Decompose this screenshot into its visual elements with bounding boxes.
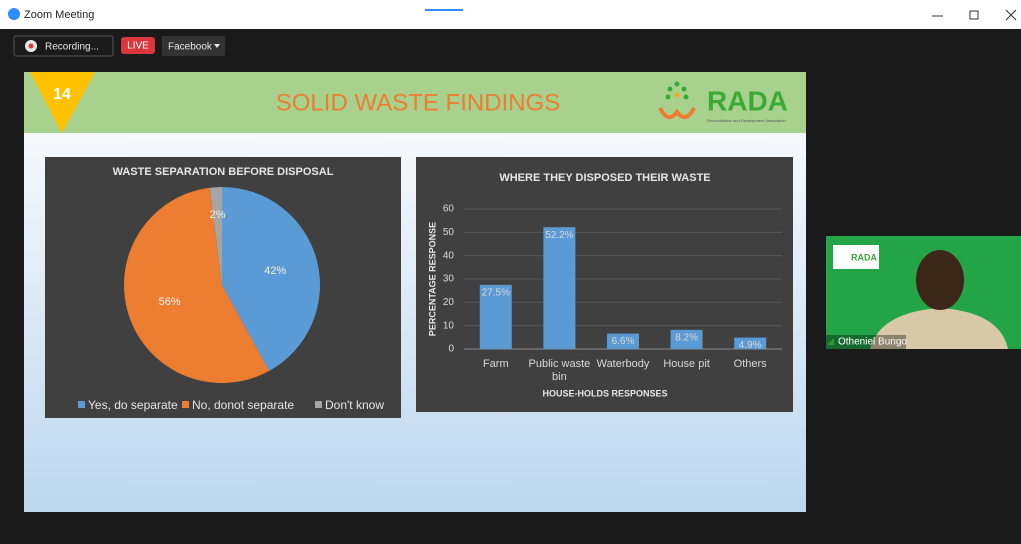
- data-label: 27.5%: [482, 287, 510, 298]
- y-tick-label: 10: [443, 320, 455, 331]
- slide-title: SOLID WASTE FINDINGS: [276, 89, 560, 116]
- y-tick-label: 50: [443, 227, 455, 238]
- person-head: [916, 250, 964, 310]
- y-tick-label: 40: [443, 250, 455, 261]
- y-tick-label: 20: [443, 297, 455, 308]
- data-label: 42%: [264, 265, 286, 277]
- indicator: [425, 9, 463, 11]
- data-label: 6.6%: [612, 336, 635, 347]
- x-tick-label: House pit: [652, 358, 722, 371]
- logo-text: RADA: [707, 85, 788, 116]
- legend-label: Yes, do separate: [88, 398, 178, 412]
- data-label: 4.9%: [739, 340, 762, 351]
- legend-label: Don't know: [325, 398, 384, 412]
- participant-name: Otheniel Bungo: [838, 337, 907, 348]
- video-logo: RADA: [851, 252, 877, 262]
- data-label: 2%: [210, 209, 226, 221]
- legend-label: No, donot separate: [192, 398, 294, 412]
- legend-swatch: [182, 401, 189, 408]
- data-label: 56%: [159, 296, 181, 308]
- legend-swatch: [315, 401, 322, 408]
- x-tick-label: Waterbody: [588, 358, 658, 371]
- chart-title: WHERE THEY DISPOSED THEIR WASTE: [499, 172, 710, 184]
- recording-dot: [29, 44, 34, 49]
- data-label: 52.2%: [545, 230, 573, 241]
- logo-subtitle: Reconciliation and Development Associati…: [707, 118, 786, 123]
- live-label: LIVE: [127, 41, 149, 52]
- bar: [543, 227, 575, 349]
- y-tick-label: 30: [443, 274, 455, 285]
- chart-title: WASTE SEPARATION BEFORE DISPOSAL: [113, 166, 334, 178]
- slide-number: 14: [53, 86, 71, 103]
- y-axis-label: PERCENTAGE RESPONSE: [427, 222, 437, 336]
- x-tick-label: Farm: [461, 358, 531, 371]
- data-label: 8.2%: [675, 333, 698, 344]
- recording-label: Recording...: [45, 42, 99, 53]
- legend-swatch: [78, 401, 85, 408]
- title-bar: [0, 0, 1021, 29]
- window-title: Zoom Meeting: [24, 9, 94, 21]
- zoom-window: Zoom Meeting Recording... LIVE Facebook …: [0, 0, 1021, 544]
- x-tick-label: Public waste bin: [524, 358, 594, 384]
- y-tick-label: 0: [448, 344, 454, 355]
- zoom-icon: [8, 8, 20, 20]
- screen: Zoom Meeting Recording... LIVE Facebook …: [0, 0, 1021, 544]
- y-tick-label: 60: [443, 204, 455, 215]
- x-tick-label: Others: [715, 358, 785, 371]
- stream-label: Facebook: [168, 42, 213, 53]
- x-axis-label: HOUSE-HOLDS RESPONSES: [542, 388, 667, 398]
- bar-panel: [416, 157, 793, 412]
